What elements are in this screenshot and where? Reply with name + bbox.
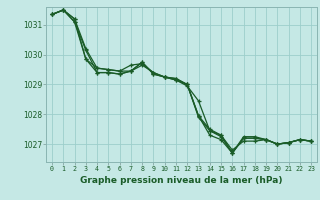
X-axis label: Graphe pression niveau de la mer (hPa): Graphe pression niveau de la mer (hPa) [80,176,283,185]
